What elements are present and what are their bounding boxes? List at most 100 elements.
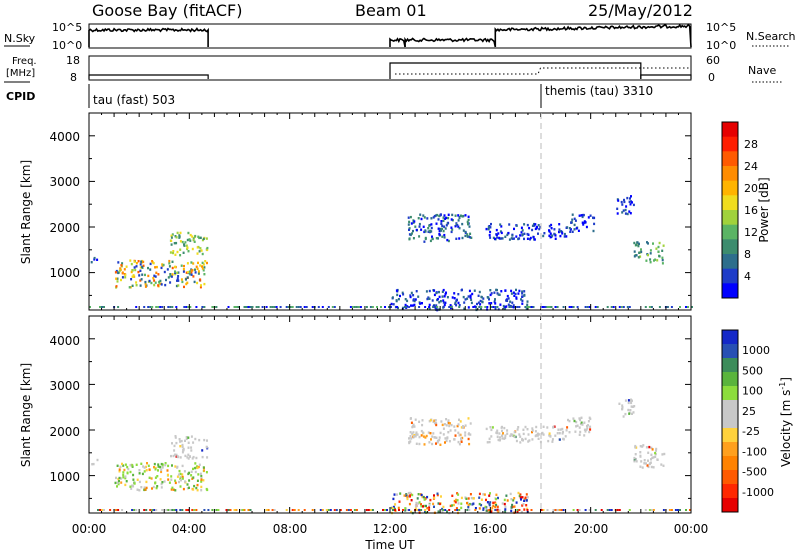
ground-scatter-cell [685,509,687,511]
nsearch-label: N.Search [746,30,796,43]
ground-scatter-cell [572,509,575,511]
scatter-cell [409,440,412,443]
velocity-colorbar-swatch [722,358,738,373]
scatter-cell [449,304,452,307]
scatter-cell [410,510,413,514]
ground-scatter-cell [689,509,691,511]
scatter-cell [517,426,520,429]
scatter-cell [418,501,421,504]
scatter-cell [138,489,141,492]
scatter-cell [526,300,529,303]
power-ytick-2000: 2000 [49,221,80,235]
ground-scatter-cell [568,306,571,308]
scatter-cell [150,477,153,480]
scatter-cell [521,233,524,236]
scatter-cell [467,437,470,441]
scatter-cell [656,458,659,461]
scatter-cell [432,432,435,435]
ground-scatter-cell [103,306,105,308]
scatter-cell [124,475,127,478]
scatter-cell [582,223,585,226]
ground-scatter-cell [155,509,158,511]
ground-scatter-cell [472,306,475,308]
ground-scatter-cell [233,306,236,308]
scatter-cell [551,438,554,441]
ground-scatter-cell [353,306,356,308]
scatter-cell [442,229,445,233]
scatter-cell [487,225,490,229]
ground-scatter-cell [644,306,647,308]
scatter-cell [179,456,182,459]
scatter-cell [179,440,182,443]
scatter-cell [651,448,654,451]
scatter-cell [445,224,448,227]
scatter-cell [458,304,461,307]
scatter-cell [518,494,521,498]
scatter-cell [176,277,179,280]
scatter-cell [531,427,534,430]
scatter-cell [468,432,470,435]
scatter-cell [415,290,418,293]
scatter-cell [556,432,559,435]
scatter-cell [581,221,584,224]
scatter-cell [634,444,637,448]
scatter-cell [647,459,649,462]
scatter-cell [404,298,407,301]
scatter-cell [196,483,199,487]
scatter-cell [458,237,461,240]
scatter-cell [548,224,551,228]
scatter-cell [198,438,201,442]
ground-scatter-cell [608,509,611,511]
scatter-cell [447,213,450,216]
scatter-cell [583,434,586,437]
scatter-cell [419,213,422,216]
scatter-cell [154,281,157,284]
scatter-cell [450,230,453,234]
scatter-cell [438,230,441,233]
scatter-cell [442,288,445,292]
scatter-cell [529,238,531,241]
scatter-cell [157,273,160,276]
scatter-cell [185,278,187,281]
scatter-cell [427,227,430,230]
ground-scatter-cell [691,306,693,308]
ground-scatter-cell [504,306,507,308]
ground-scatter-cell [530,306,533,308]
power-colorbar-swatch [722,136,738,152]
scatter-cell [521,504,524,507]
ground-scatter-cell [291,306,294,308]
scatter-cell [403,494,406,497]
ground-scatter-cell [562,306,565,308]
scatter-cell [148,476,151,479]
scatter-cell [154,476,157,479]
scatter-cell [649,252,652,255]
scatter-cell [465,497,468,500]
scatter-cell [195,486,198,490]
scatter-cell [490,292,493,295]
scatter-cell [485,427,488,431]
scatter-cell [533,224,536,227]
scatter-cell [197,261,199,265]
scatter-cell [521,295,524,298]
scatter-cell [519,496,522,499]
scatter-cell [541,432,543,435]
velocity-colorbar-swatch [722,414,738,429]
scatter-cell [433,496,436,500]
scatter-cell [573,223,576,227]
ground-scatter-cell [666,306,669,308]
scatter-cell [566,226,569,229]
ground-scatter-cell [622,306,625,308]
scatter-cell [164,283,167,287]
scatter-cell [192,488,195,491]
scatter-cell [116,485,118,488]
ground-scatter-cell [652,509,655,511]
scatter-cell [447,431,450,434]
scatter-cell [181,240,184,244]
scatter-cell [621,406,624,409]
ground-scatter-cell [267,509,270,511]
ground-scatter-cell [275,306,278,308]
ground-scatter-cell [404,306,406,308]
scatter-cell [623,200,626,204]
scatter-cell [420,493,423,497]
